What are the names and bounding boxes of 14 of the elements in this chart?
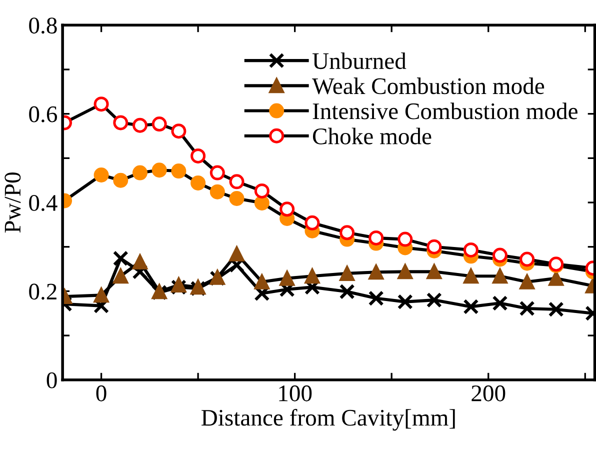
legend-label: Unburned	[312, 52, 406, 70]
y-tick-label: 0.2	[29, 284, 56, 300]
y-tick-label: 0.4	[29, 194, 58, 212]
x-tick-label: 200	[472, 385, 506, 402]
legend-label: Weak Combustion mode	[312, 78, 544, 94]
y-axis-title: Pw/P0	[4, 172, 21, 233]
y-tick-label: 0.6	[29, 106, 58, 122]
x-tick-label: 100	[279, 385, 312, 402]
x-tick-label: 0	[96, 385, 106, 402]
y-tick-label: 0	[46, 372, 57, 388]
y-tick-label: 0.8	[29, 18, 57, 34]
x-axis-title: Distance from Cavity[mm]	[202, 408, 455, 431]
legend-label: Choke mode	[312, 128, 432, 144]
legend-label: Intensive Combustion mode	[312, 102, 578, 120]
